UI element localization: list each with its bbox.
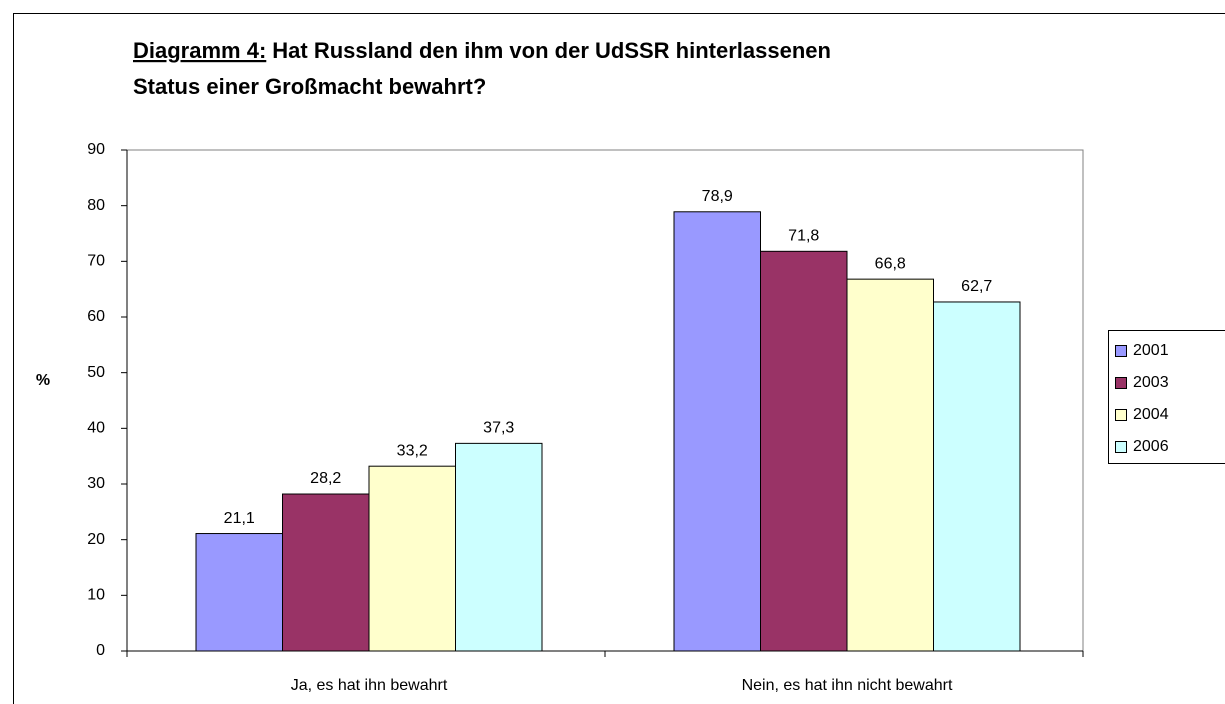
value-label: 78,9 [702, 188, 733, 205]
value-label: 28,2 [310, 470, 341, 487]
value-label: 37,3 [483, 420, 514, 437]
y-axis-label: % [36, 372, 50, 389]
y-tick-label: 0 [96, 642, 105, 659]
legend-box [1108, 330, 1225, 464]
chart-title: Diagramm 4: Hat Russland den ihm von der … [133, 38, 831, 63]
legend-label: 2006 [1133, 438, 1169, 455]
value-label: 62,7 [961, 278, 992, 295]
bar [673, 211, 761, 652]
y-tick-label: 40 [87, 420, 105, 437]
title-line: Status einer Großmacht bewahrt? [133, 74, 486, 99]
value-label: 71,8 [788, 228, 819, 245]
legend-label: 2001 [1133, 342, 1169, 359]
bar [195, 533, 283, 652]
y-tick-label: 30 [87, 475, 105, 492]
chart-frame [13, 13, 1225, 704]
legend-label: 2004 [1133, 406, 1169, 423]
y-tick-label: 10 [87, 587, 105, 604]
bar [933, 301, 1021, 652]
x-tick-label: Ja, es hat ihn bewahrt [291, 677, 448, 694]
y-tick-label: 60 [87, 308, 105, 325]
y-tick-label: 20 [87, 531, 105, 548]
legend-swatch [1115, 409, 1127, 421]
legend-label: 2003 [1133, 374, 1169, 391]
value-label: 66,8 [875, 255, 906, 272]
y-tick-label: 90 [87, 141, 105, 158]
y-tick-label: 50 [87, 364, 105, 381]
y-tick-label: 80 [87, 197, 105, 214]
y-tick-label: 70 [87, 253, 105, 270]
legend-swatch [1115, 345, 1127, 357]
legend-swatch [1115, 377, 1127, 389]
bar [282, 493, 370, 652]
bar [846, 278, 934, 652]
title-label: Diagramm 4: [133, 38, 266, 63]
value-label: 33,2 [397, 442, 428, 459]
bar [760, 250, 848, 652]
value-label: 21,1 [224, 510, 255, 527]
legend-swatch [1115, 441, 1127, 453]
bar [455, 442, 543, 652]
x-tick-label: Nein, es hat ihn nicht bewahrt [742, 677, 953, 694]
title-line: Hat Russland den ihm von der UdSSR hinte… [272, 38, 831, 63]
bar [368, 465, 456, 652]
